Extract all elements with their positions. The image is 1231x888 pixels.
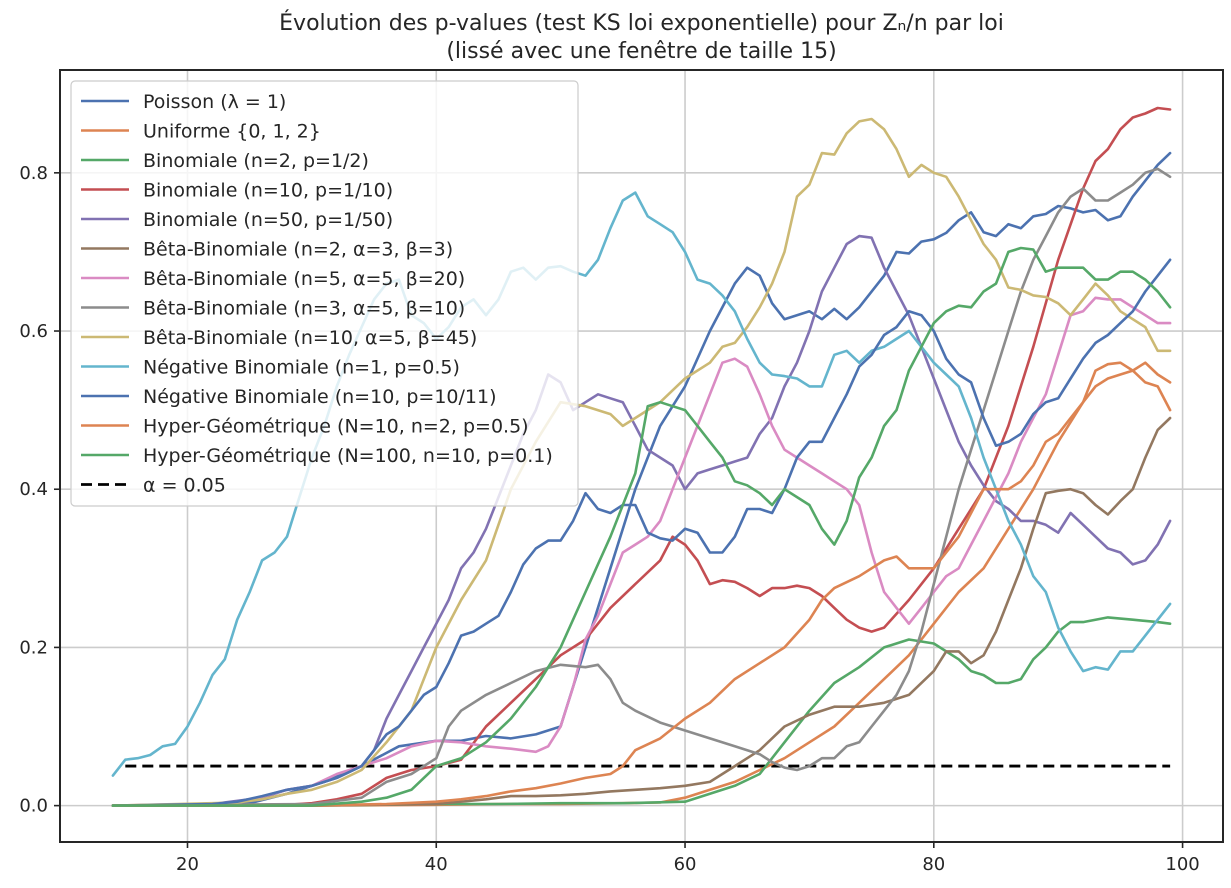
- series-line-7: [111, 296, 1172, 807]
- legend-label: Négative Binomiale (n=10, p=10/11): [143, 386, 497, 408]
- y-tick-label: 0.0: [19, 796, 48, 817]
- y-tick-label: 0.8: [19, 163, 48, 184]
- legend-label: Binomiale (n=10, p=1/10): [143, 180, 393, 202]
- x-tick-label: 40: [425, 854, 448, 875]
- series-line-9: [111, 117, 1172, 807]
- plot-frame: [59, 69, 1224, 843]
- legend-label: Bêta-Binomiale (n=3, α=5, β=10): [143, 298, 465, 320]
- legend-label: Uniforme {0, 1, 2}: [143, 121, 321, 143]
- legend-label: Poisson (λ = 1): [143, 91, 286, 113]
- x-tick-label: 100: [1165, 854, 1199, 875]
- legend: Poisson (λ = 1) Uniforme {0, 1, 2} Binomia…: [70, 80, 579, 507]
- legend-label: Bêta-Binomiale (n=2, α=3, β=3): [143, 239, 453, 261]
- legend-label: Bêta-Binomiale (n=10, α=5, β=45): [143, 327, 477, 349]
- series-line-10: [111, 191, 1172, 777]
- legend-label: Bêta-Binomiale (n=5, α=5, β=20): [143, 268, 465, 290]
- x-tick-label: 80: [922, 854, 945, 875]
- chart-title: Évolution des p-values (test KS loi expo…: [60, 10, 1223, 66]
- series-line-12: [111, 361, 1172, 807]
- series-line-13: [111, 246, 1172, 807]
- y-tick-label: 0.6: [19, 321, 48, 342]
- series-layer: [111, 106, 1172, 807]
- legend-label: Hyper-Géométrique (N=10, n=2, p=0.5): [143, 416, 529, 438]
- legend-label: Binomiale (n=50, p=1/50): [143, 209, 393, 231]
- x-tick-label: 20: [176, 854, 199, 875]
- legend-label: Hyper-Géométrique (N=100, n=10, p=0.1): [143, 445, 553, 467]
- legend-box: [70, 80, 579, 507]
- axis-ticks: 20 40 60 80 100 0.0 0.2 0.4 0.6 0.8: [19, 163, 1199, 875]
- chart-title-line-1: Évolution des p-values (test KS loi expo…: [279, 11, 1004, 36]
- series-line-5: [111, 234, 1172, 807]
- y-tick-label: 0.2: [19, 637, 48, 658]
- legend-label: α = 0.05: [143, 475, 226, 497]
- legend-label: Négative Binomiale (n=1, p=0.5): [143, 357, 460, 379]
- series-line-11: [111, 258, 1172, 807]
- series-line-8: [111, 167, 1172, 807]
- chart-title-line-2: (lissé avec une fenêtre de taille 15): [446, 39, 837, 64]
- series-line-3: [111, 616, 1172, 807]
- legend-label: Binomiale (n=2, p=1/2): [143, 150, 369, 172]
- y-tick-label: 0.4: [19, 479, 48, 500]
- x-tick-label: 60: [674, 854, 697, 875]
- series-line-6: [111, 416, 1172, 807]
